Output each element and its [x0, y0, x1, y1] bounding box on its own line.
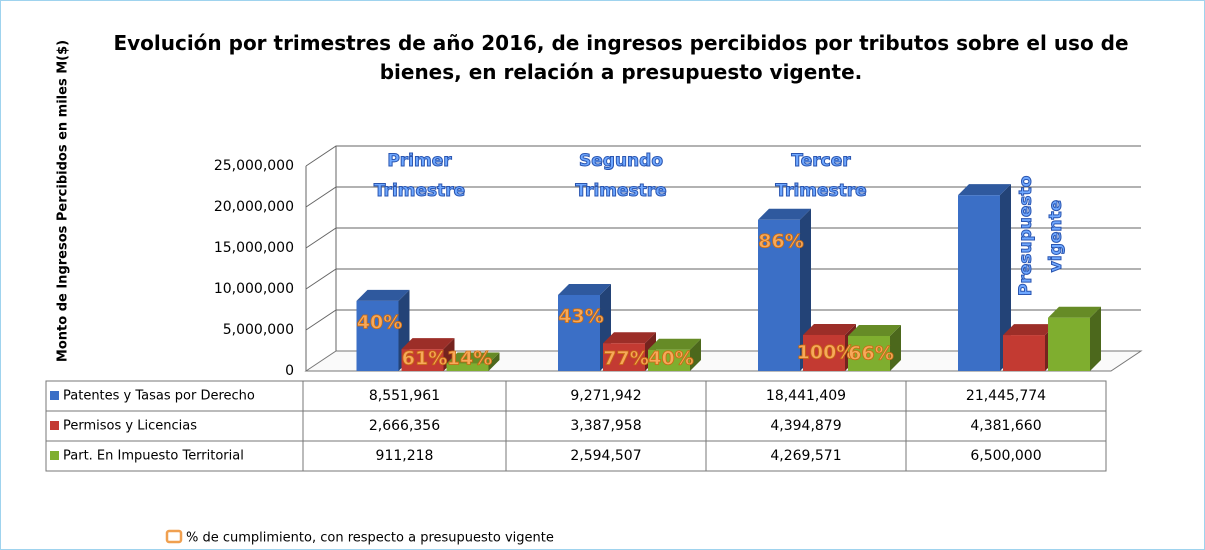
bar-top	[958, 184, 1011, 196]
category-label: Tercer Trimestre	[775, 151, 867, 202]
category-label: Primer Trimestre	[373, 151, 466, 202]
table-cell: 21,445,774	[966, 388, 1046, 404]
bar	[558, 294, 600, 371]
note: % de cumplimiento, con respecto a presup…	[186, 531, 554, 546]
bar	[356, 300, 399, 371]
y-tick-label: 15,000,000	[214, 240, 294, 256]
percent-label: 61%	[402, 348, 447, 370]
bar-top	[558, 283, 611, 295]
y-tick-label: 25,000,000	[214, 158, 294, 174]
bar	[958, 195, 1000, 371]
table-cell: 4,381,660	[970, 418, 1041, 434]
bar-side	[1000, 184, 1011, 371]
y-tick-label: 5,000,000	[223, 322, 294, 338]
bar-top	[401, 338, 455, 350]
bar-top	[848, 324, 901, 336]
table-cell: 4,394,879	[770, 418, 841, 434]
table-row	[45, 440, 1107, 472]
table-cell: 9,271,942	[570, 388, 641, 404]
y-tick-label: 0	[285, 363, 294, 379]
chart-title: Evolución por trimestres de año 2016, de…	[113, 31, 1129, 84]
table-cell: 911,218	[376, 448, 434, 464]
bar-side	[443, 338, 455, 371]
bar	[446, 363, 489, 371]
bar	[803, 334, 845, 371]
bar	[1003, 335, 1045, 371]
table-cell: 6,500,000	[970, 448, 1041, 464]
bar	[848, 335, 890, 371]
bar-top	[1003, 324, 1056, 336]
y-tick-label: 20,000,000	[214, 199, 294, 215]
percent-label: 43%	[558, 305, 603, 327]
bar-top	[603, 332, 656, 344]
bar	[648, 349, 690, 371]
table-cell: 2,594,507	[570, 448, 641, 464]
bar-side	[690, 338, 701, 371]
y-tick-label: 10,000,000	[214, 281, 294, 297]
legend-swatch	[50, 391, 59, 400]
bar	[758, 219, 800, 371]
bar-top	[648, 338, 701, 350]
bar-top	[758, 208, 811, 220]
bar-side	[890, 324, 901, 371]
table-cell: 18,441,409	[766, 388, 846, 404]
category-label: Presupuesto vigente	[1016, 175, 1067, 296]
bar-top	[356, 289, 410, 301]
legend-swatch	[50, 421, 59, 430]
percent-label: 86%	[758, 230, 803, 252]
table-row	[45, 410, 1107, 442]
table-row	[45, 380, 1107, 412]
bar-top	[803, 323, 856, 335]
table-cell: 8,551,961	[369, 388, 440, 404]
percent-label: 14%	[447, 348, 492, 370]
legend-label: Patentes y Tasas por Derecho	[63, 389, 255, 404]
bar-top	[446, 352, 500, 364]
percent-label: 40%	[648, 348, 693, 370]
percent-label: 100%	[797, 341, 856, 363]
y-axis-label: Monto de Ingresos Percibidos en miles M(…	[56, 40, 71, 362]
legend-label: Permisos y Licencias	[63, 419, 197, 434]
percent-label: 40%	[357, 311, 402, 333]
table-cell: 3,387,958	[570, 418, 641, 434]
percent-label: 66%	[848, 342, 893, 364]
category-label: Segundo Trimestre	[575, 151, 667, 202]
bar	[401, 349, 444, 371]
table-cell: 4,269,571	[770, 448, 841, 464]
percent-label: 77%	[603, 348, 648, 370]
legend-swatch	[50, 451, 59, 460]
bar-side	[488, 352, 500, 371]
note-swatch	[165, 529, 183, 544]
bar	[1048, 317, 1090, 371]
bar-side	[1090, 306, 1101, 371]
bar	[603, 343, 645, 371]
table-cell: 2,666,356	[369, 418, 440, 434]
legend-label: Part. En Impuesto Territorial	[63, 449, 244, 464]
bar-top	[1048, 306, 1101, 318]
